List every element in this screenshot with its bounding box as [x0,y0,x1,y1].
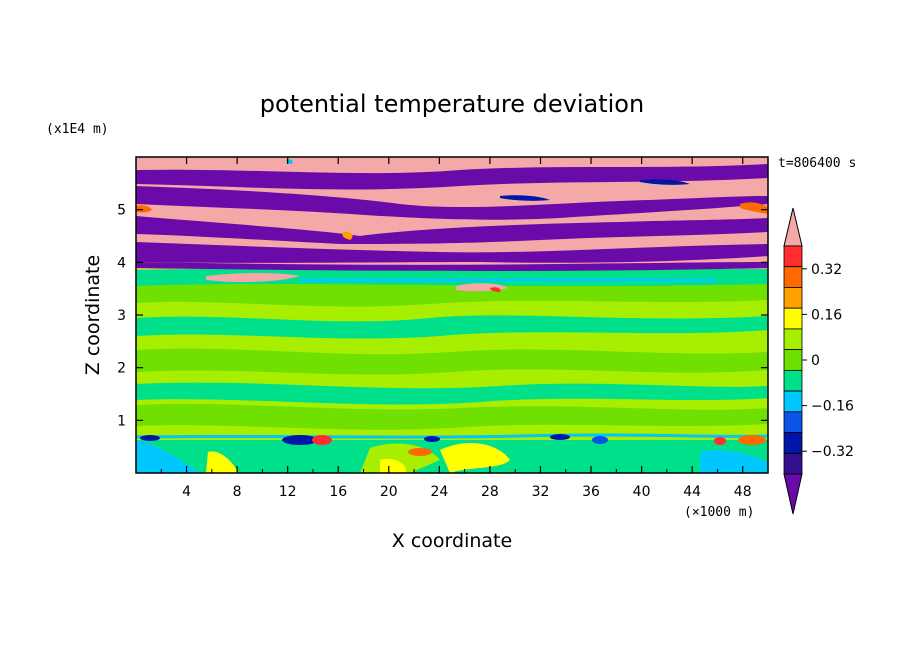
strat-pink-lobe [206,273,300,283]
strat-purple-4 [136,242,768,263]
eddy-4 [408,448,432,456]
colorbar-segment [783,245,803,268]
surface-yellow-3 [380,458,406,473]
colorbar-segment [783,349,803,371]
y-axis: 1 2 3 4 5 [117,203,768,429]
y-tick-label: 1 [117,413,126,429]
y-tick-label: 3 [117,308,126,324]
x-tick-label: 32 [532,484,550,500]
x-tick-label: 24 [430,484,448,500]
band-teal-1 [136,315,768,339]
colorbar-segment [783,452,803,475]
strat-purple-1 [136,164,768,190]
y-tick-label: 5 [117,203,126,219]
strat-purple-3 [136,216,768,244]
y-tick-label: 4 [117,255,126,271]
surface-cyan-right [700,450,768,473]
strat-orange-1 [136,205,152,213]
eddy-7 [592,436,608,444]
surface-cyan-left [136,440,200,473]
eddy-6 [550,434,570,440]
colorbar-segment [783,390,803,413]
eddy-2 [282,435,318,445]
surface-yellow-1 [206,451,238,473]
band-lightgreen-2 [136,348,768,375]
x-tick-label: 16 [329,484,347,500]
x-tick-label: 48 [734,484,752,500]
colorbar-upper-extension [783,207,803,247]
eddy-8 [738,435,766,445]
colorbar-segment [783,266,803,288]
x-tick-label: 8 [233,484,242,500]
colorbar-tick-label: 0.16 [811,307,842,323]
x-tick-label: 12 [279,484,297,500]
colorbar-tick-label: 0 [811,353,820,369]
strat-blue-2 [640,179,690,185]
colorbar-segment [783,432,803,454]
eddy-9 [714,437,726,445]
x-axis-label: X coordinate [392,530,512,552]
strat-purple-5 [136,262,768,271]
strat-orange-2 [740,202,768,214]
x-unit-label: (×1000 m) [684,505,754,520]
colorbar-segment [783,328,803,351]
eddy-3 [312,435,332,445]
y-axis-label: Z coordinate [82,255,104,375]
band-teal-2 [136,382,768,405]
x-tick-label: 28 [481,484,499,500]
plot-area [136,157,768,473]
colorbar-segment [783,411,803,433]
chart-title: potential temperature deviation [260,90,644,118]
x-tick-label: 4 [182,484,191,500]
colorbar-tick-label: 0.32 [811,262,842,278]
strat-orange-3 [342,231,353,240]
eddy-1 [140,435,160,441]
colorbar: 0.32 0.16 0 −0.16 −0.32 [783,207,854,515]
y-unit-label: (x1E4 m) [46,122,109,137]
stratospheric-layers [136,157,768,292]
colorbar-tick-label: −0.32 [811,444,854,460]
strat-purple-2 [136,186,768,220]
tropopause-line [299,278,717,282]
eddy-5 [424,436,440,442]
colorbar-segment [783,287,803,309]
band-lightgreen-3 [136,403,768,430]
y-tick-label: 2 [117,361,126,377]
x-tick-label: 40 [633,484,651,500]
time-label: t=806400 s [778,156,856,171]
x-tick-label: 20 [380,484,398,500]
x-tick-label: 36 [582,484,600,500]
strat-red-1 [490,287,501,292]
lower-boundary-layer [136,433,768,473]
mid-troposphere-bands [136,268,768,430]
strat-blue-1 [500,195,550,201]
surface-layer-line [136,433,768,439]
colorbar-lower-extension [783,473,803,515]
colorbar-segment [783,307,803,330]
x-axis: 4 8 12 16 20 24 28 32 36 40 44 48 [160,157,752,500]
colorbar-segment [783,369,803,392]
colorbar-tick-label: −0.16 [811,399,854,415]
x-tick-label: 44 [683,484,701,500]
surface-yellow-2 [440,443,510,473]
